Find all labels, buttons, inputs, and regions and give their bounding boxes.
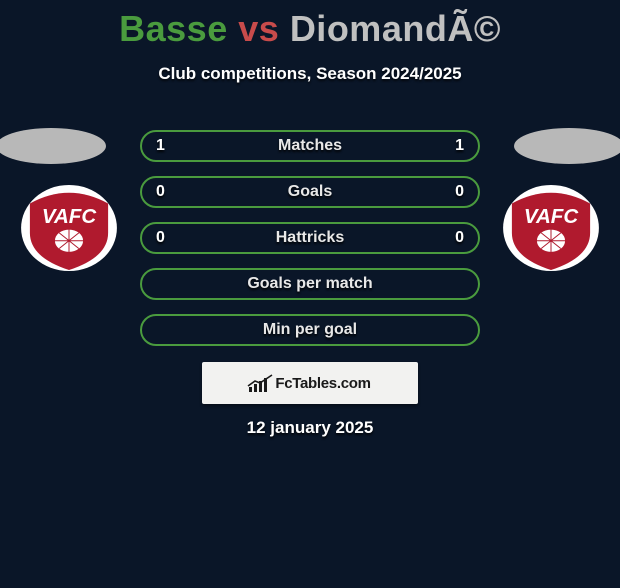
club-logo-text: VAFC xyxy=(42,205,98,228)
stat-row-min-per-goal: Min per goal xyxy=(140,314,480,346)
player2-name: DiomandÃ© xyxy=(290,8,501,49)
player2-club-logo: VAFC xyxy=(502,184,600,272)
stats-container: 1 Matches 1 0 Goals 0 0 Hattricks 0 Goal… xyxy=(140,130,480,360)
stat-label: Goals per match xyxy=(142,275,478,293)
brand-text: FcTables.com xyxy=(275,375,370,392)
player1-name: Basse xyxy=(119,8,228,49)
stat-label: Matches xyxy=(142,137,478,155)
vs-separator: vs xyxy=(238,8,279,49)
stat-row-matches: 1 Matches 1 xyxy=(140,130,480,162)
stat-label: Min per goal xyxy=(142,321,478,339)
brand-link[interactable]: FcTables.com xyxy=(202,362,418,404)
player2-avatar-placeholder xyxy=(514,128,620,164)
brand-chart-icon xyxy=(249,374,271,392)
competition-subtitle: Club competitions, Season 2024/2025 xyxy=(0,64,620,84)
player1-club-logo: VAFC xyxy=(20,184,118,272)
player1-avatar-placeholder xyxy=(0,128,106,164)
stat-row-hattricks: 0 Hattricks 0 xyxy=(140,222,480,254)
stat-row-goals: 0 Goals 0 xyxy=(140,176,480,208)
club-logo-text: VAFC xyxy=(524,205,580,228)
stat-label: Goals xyxy=(142,183,478,201)
infographic-date: 12 january 2025 xyxy=(0,418,620,438)
stat-row-goals-per-match: Goals per match xyxy=(140,268,480,300)
stat-label: Hattricks xyxy=(142,229,478,247)
comparison-title: Basse vs DiomandÃ© xyxy=(0,8,620,50)
